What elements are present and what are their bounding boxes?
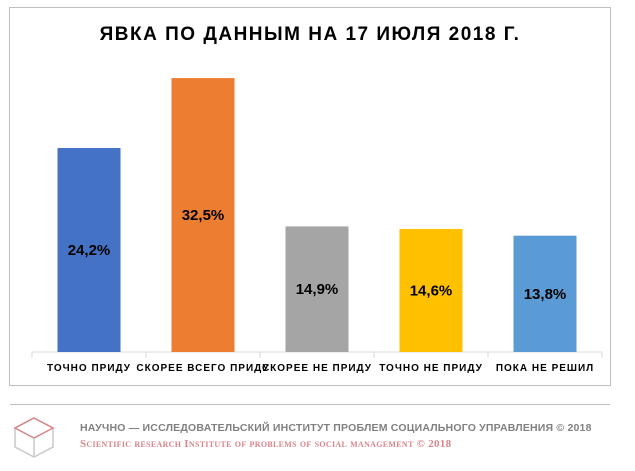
chart-title: ЯВКА ПО ДАННЫМ НА 17 ИЮЛЯ 2018 Г. xyxy=(99,24,521,45)
bar-value-label: 13,8% xyxy=(524,286,567,303)
institute-logo-icon xyxy=(13,417,55,458)
category-label: СКОРЕЕ ВСЕГО ПРИДУ xyxy=(136,363,269,374)
footer-divider xyxy=(10,404,610,405)
bar xyxy=(399,228,463,352)
footer-institute-ru: НАУЧНО — ИССЛЕДОВАТЕЛЬСКИЙ ИНСТИТУТ ПРОБ… xyxy=(80,422,592,434)
footer-institute-en: Scientific research Institute of problem… xyxy=(80,438,452,450)
category-label: СКОРЕЕ НЕ ПРИДУ xyxy=(262,363,372,374)
bar xyxy=(57,148,121,352)
category-label: ПОКА НЕ РЕШИЛ xyxy=(496,363,594,374)
bar-value-label: 14,9% xyxy=(296,281,339,298)
bar-value-label: 32,5% xyxy=(182,207,225,224)
category-label: ТОЧНО НЕ ПРИДУ xyxy=(379,363,483,374)
bar xyxy=(513,235,577,352)
bar-chart: 24,2% ТОЧНО ПРИДУ 32,5% СКОРЕЕ ВСЕГО ПРИДУ 1… xyxy=(31,78,603,374)
bar-value-label: 14,6% xyxy=(410,282,453,299)
bar xyxy=(285,226,349,352)
category-label: ТОЧНО ПРИДУ xyxy=(47,363,131,374)
bar-value-label: 24,2% xyxy=(68,242,111,259)
chart-frame: ЯВКА ПО ДАННЫМ НА 17 ИЮЛЯ 2018 Г. 24,2% Т… xyxy=(9,7,611,386)
bar xyxy=(171,78,235,353)
